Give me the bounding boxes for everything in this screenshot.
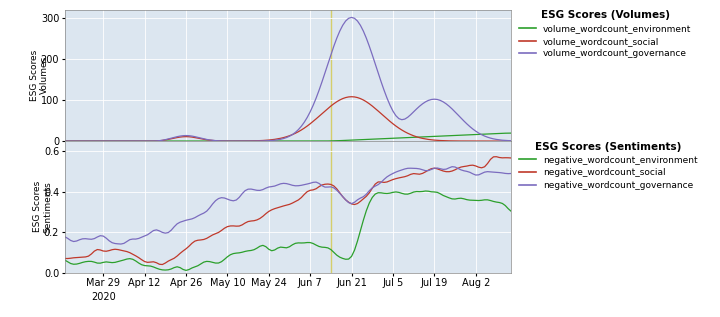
Legend: volume_wordcount_environment, volume_wordcount_social, volume_wordcount_governan: volume_wordcount_environment, volume_wor… xyxy=(516,7,695,62)
Legend: negative_wordcount_environment, negative_wordcount_social, negative_wordcount_go: negative_wordcount_environment, negative… xyxy=(516,139,701,193)
Y-axis label: ESG Scores
Volumes: ESG Scores Volumes xyxy=(30,50,49,101)
Text: 2020: 2020 xyxy=(91,292,116,302)
Y-axis label: ESG Scores
Sentiments: ESG Scores Sentiments xyxy=(33,181,52,233)
